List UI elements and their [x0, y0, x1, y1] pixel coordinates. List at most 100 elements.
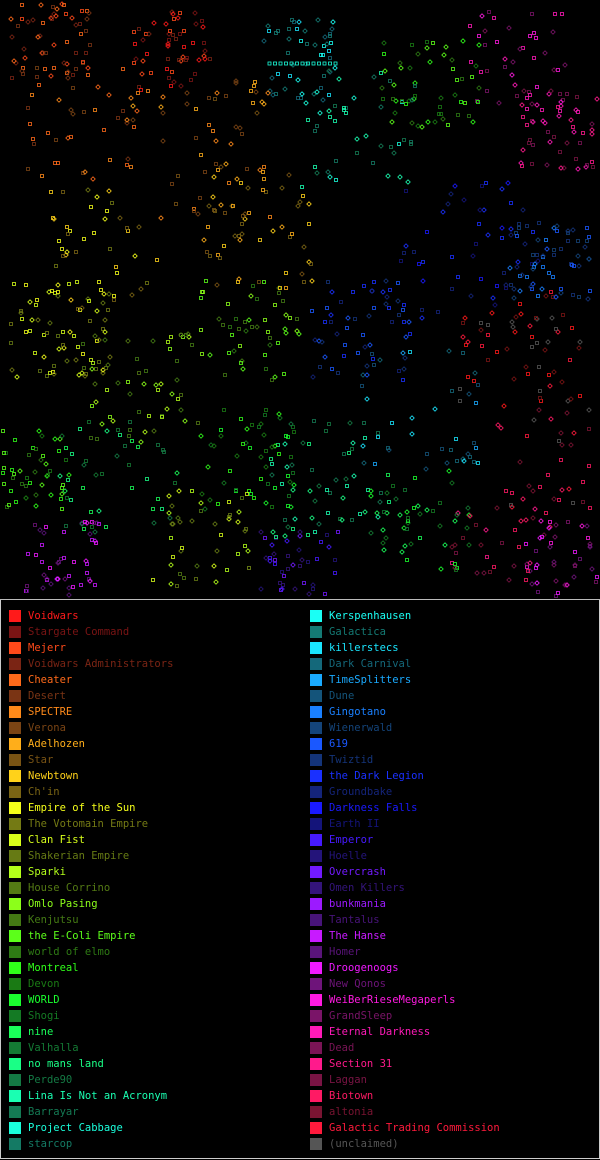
sector-marker[interactable] [558, 165, 564, 171]
sector-marker[interactable] [274, 31, 278, 35]
sector-marker[interactable] [276, 72, 280, 76]
sector-marker[interactable] [64, 446, 68, 450]
sector-marker[interactable] [211, 563, 217, 569]
sector-marker[interactable] [306, 118, 310, 122]
sector-marker[interactable] [162, 450, 166, 454]
sector-marker[interactable] [307, 442, 311, 446]
sector-marker[interactable] [329, 26, 335, 32]
sector-marker[interactable] [495, 350, 499, 354]
sector-marker[interactable] [500, 236, 504, 240]
sector-marker[interactable] [59, 557, 63, 561]
sector-marker[interactable] [555, 229, 559, 233]
sector-marker[interactable] [460, 334, 466, 340]
sector-marker[interactable] [62, 488, 68, 494]
sector-marker[interactable] [303, 61, 309, 67]
sector-marker[interactable] [178, 58, 184, 64]
sector-marker[interactable] [417, 511, 423, 517]
sector-marker[interactable] [72, 560, 76, 564]
sector-marker[interactable] [33, 492, 39, 498]
sector-marker[interactable] [361, 460, 367, 466]
sector-marker[interactable] [73, 357, 79, 363]
sector-marker[interactable] [16, 24, 20, 28]
sector-marker[interactable] [299, 91, 305, 97]
sector-marker[interactable] [528, 34, 532, 38]
sector-marker[interactable] [216, 316, 222, 322]
sector-marker[interactable] [585, 163, 589, 167]
sector-marker[interactable] [52, 66, 56, 70]
sector-marker[interactable] [247, 211, 251, 215]
sector-marker[interactable] [551, 225, 557, 231]
sector-marker[interactable] [79, 583, 83, 587]
sector-marker[interactable] [370, 289, 374, 293]
sector-marker[interactable] [412, 506, 416, 510]
sector-marker[interactable] [552, 248, 556, 252]
sector-marker[interactable] [474, 446, 478, 450]
sector-marker[interactable] [55, 282, 61, 288]
sector-marker[interactable] [552, 135, 556, 139]
sector-marker[interactable] [19, 68, 25, 74]
sector-marker[interactable] [245, 492, 249, 496]
sector-marker[interactable] [261, 170, 265, 174]
sector-marker[interactable] [480, 344, 484, 348]
sector-marker[interactable] [380, 540, 386, 546]
sector-marker[interactable] [263, 353, 267, 357]
sector-marker[interactable] [82, 373, 88, 379]
sector-marker[interactable] [408, 332, 412, 336]
sector-marker[interactable] [513, 528, 517, 532]
sector-marker[interactable] [54, 138, 58, 142]
sector-marker[interactable] [76, 372, 82, 378]
sector-marker[interactable] [65, 69, 71, 75]
sector-marker[interactable] [190, 343, 194, 347]
sector-marker[interactable] [446, 123, 450, 127]
sector-marker[interactable] [219, 428, 223, 432]
sector-marker[interactable] [270, 462, 274, 466]
sector-marker[interactable] [495, 284, 499, 288]
sector-marker[interactable] [189, 78, 193, 82]
sector-marker[interactable] [66, 478, 70, 482]
sector-marker[interactable] [289, 61, 294, 66]
sector-marker[interactable] [467, 114, 471, 118]
sector-marker[interactable] [168, 29, 172, 33]
sector-marker[interactable] [212, 208, 216, 212]
sector-marker[interactable] [587, 427, 591, 431]
sector-marker[interactable] [455, 459, 459, 463]
sector-marker[interactable] [23, 495, 29, 501]
sector-marker[interactable] [277, 291, 281, 295]
sector-marker[interactable] [513, 314, 519, 320]
sector-marker[interactable] [67, 574, 71, 578]
sector-marker[interactable] [202, 48, 208, 54]
sector-marker[interactable] [35, 298, 39, 302]
sector-marker[interactable] [169, 9, 175, 15]
sector-marker[interactable] [325, 169, 331, 175]
sector-marker[interactable] [511, 563, 517, 569]
sector-marker[interactable] [176, 397, 180, 401]
sector-marker[interactable] [173, 481, 177, 485]
sector-marker[interactable] [570, 227, 576, 233]
sector-marker[interactable] [481, 570, 487, 576]
sector-marker[interactable] [229, 203, 235, 209]
sector-marker[interactable] [398, 65, 404, 71]
sector-marker[interactable] [36, 428, 42, 434]
sector-marker[interactable] [558, 150, 562, 154]
sector-marker[interactable] [46, 473, 50, 477]
sector-marker[interactable] [455, 566, 459, 570]
sector-marker[interactable] [276, 411, 282, 417]
sector-marker[interactable] [100, 472, 104, 476]
sector-marker[interactable] [535, 253, 539, 257]
sector-marker[interactable] [207, 96, 211, 100]
sector-marker[interactable] [344, 106, 348, 110]
sector-marker[interactable] [406, 516, 410, 520]
sector-marker[interactable] [527, 90, 531, 94]
sector-marker[interactable] [496, 100, 502, 106]
sector-marker[interactable] [377, 357, 383, 363]
sector-marker[interactable] [566, 520, 570, 524]
sector-marker[interactable] [265, 90, 271, 96]
sector-marker[interactable] [525, 275, 529, 279]
sector-marker[interactable] [311, 91, 317, 97]
sector-marker[interactable] [328, 115, 332, 119]
sector-marker[interactable] [291, 471, 295, 475]
sector-marker[interactable] [170, 521, 176, 527]
sector-marker[interactable] [462, 315, 468, 321]
sector-marker[interactable] [182, 576, 186, 580]
sector-marker[interactable] [530, 12, 534, 16]
